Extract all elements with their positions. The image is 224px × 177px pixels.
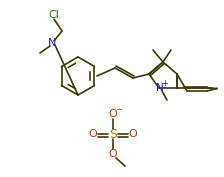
Text: O: O — [129, 129, 137, 139]
Text: +: + — [162, 79, 168, 88]
Text: O: O — [109, 149, 117, 159]
Text: N: N — [156, 83, 164, 93]
Text: O: O — [109, 109, 117, 119]
Text: S: S — [109, 127, 117, 141]
Text: −: − — [116, 105, 123, 115]
Text: O: O — [89, 129, 97, 139]
Text: Cl: Cl — [48, 10, 59, 20]
Text: N: N — [48, 38, 56, 48]
